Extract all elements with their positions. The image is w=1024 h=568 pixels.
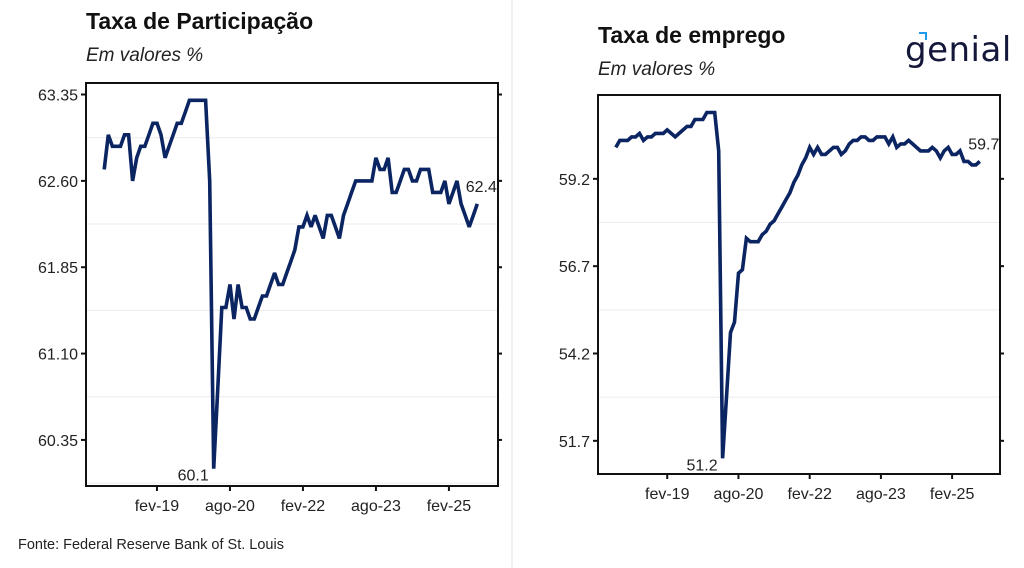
x-tick-label: fev-25	[930, 486, 975, 503]
y-tick-label: 63.35	[38, 88, 78, 105]
logo-text: genial	[905, 30, 1012, 70]
x-tick-label: ago-23	[856, 486, 906, 503]
chart-title-participacao: Taxa de Participação	[86, 8, 314, 34]
chart-subtitle-participacao: Em valores %	[86, 45, 204, 66]
chart-0: 63.35 62.60 61.85 61.10 60.35 fev-19 ago-20 fev…	[38, 82, 502, 515]
x-tick-label: fev-25	[427, 498, 472, 515]
y-tick-label: 62.60	[38, 174, 78, 191]
x-tick-label: ago-23	[351, 498, 401, 515]
y-tick-label: 59.2	[559, 172, 590, 189]
series-line	[102, 98, 480, 469]
plot-frame	[85, 82, 499, 487]
series-line	[614, 110, 982, 459]
logo-accent-mark	[919, 32, 927, 40]
x-tick-label: fev-19	[135, 498, 180, 515]
y-tick-label: 56.7	[559, 259, 590, 276]
x-tick-label: ago-20	[714, 486, 764, 503]
y-tick-label: 54.2	[559, 346, 590, 363]
y-tick-label: 51.7	[559, 434, 590, 451]
chart-title-emprego: Taxa de emprego	[598, 22, 786, 48]
x-tick-label: fev-19	[645, 486, 690, 503]
data-label: 60.1	[178, 468, 209, 485]
chart-subtitle-emprego: Em valores %	[598, 59, 716, 80]
data-label: 62.4	[466, 179, 497, 196]
data-label: 51.2	[686, 457, 717, 474]
y-tick-label: 61.10	[38, 347, 78, 364]
panel-divider	[511, 0, 513, 568]
x-tick-label: fev-22	[281, 498, 326, 515]
data-label: 59.7	[968, 136, 999, 153]
x-tick-label: ago-20	[205, 498, 255, 515]
plot-frame	[597, 94, 1001, 475]
y-tick-label: 61.85	[38, 260, 78, 277]
y-tick-label: 60.35	[38, 433, 78, 450]
source-footer: Fonte: Federal Reserve Bank of St. Louis	[18, 537, 284, 553]
chart-1: 59.2 56.7 54.2 51.7 fev-19 ago-20 fev-22 ago-23…	[559, 94, 1004, 503]
x-tick-label: fev-22	[787, 486, 832, 503]
